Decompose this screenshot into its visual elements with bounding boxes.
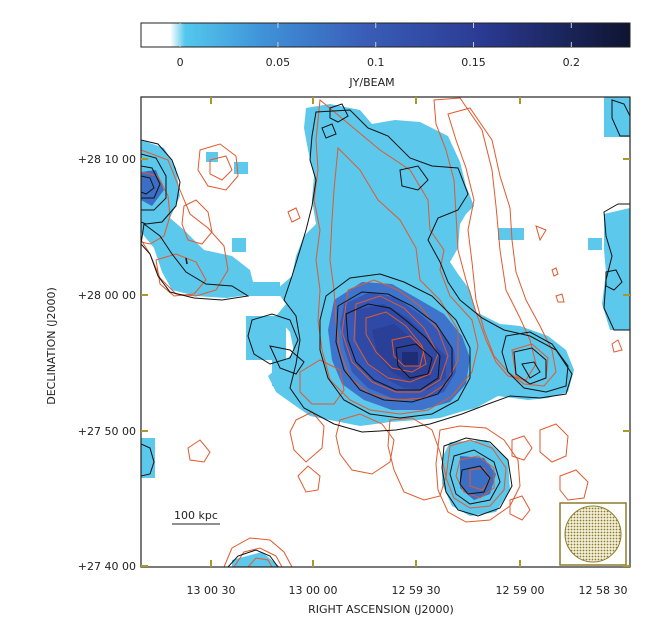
colorbar-tick-label: 0 <box>177 56 184 69</box>
y-tick-label: +28 10 00 <box>78 153 136 166</box>
radio-core <box>141 170 496 500</box>
y-tick-label: +27 50 00 <box>78 425 136 438</box>
x-tick-label: 12 58 30 <box>579 584 628 597</box>
y-tick-label: +27 40 00 <box>78 560 136 573</box>
x-tick-label: 12 59 30 <box>392 584 441 597</box>
colorbar-tick-label: 0.2 <box>563 56 581 69</box>
scalebar-label: 100 kpc <box>174 509 218 522</box>
x-tick-label: 13 00 00 <box>289 584 338 597</box>
map-panel: 100 kpc <box>140 96 631 568</box>
x-axis-title: RIGHT ASCENSION (J2000) <box>308 603 454 616</box>
map-content <box>141 97 630 567</box>
axis-tick-marks <box>141 97 630 567</box>
x-tick-label: 12 59 00 <box>496 584 545 597</box>
colorbar: 0 0.05 0.1 0.15 0.2 JY/BEAM <box>140 22 631 89</box>
colorbar-tick-label: 0.05 <box>266 56 291 69</box>
colorbar-tick-label: 0.1 <box>367 56 385 69</box>
y-axis-title: DECLINATION (J2000) <box>45 287 58 405</box>
scalebar: 100 kpc <box>172 509 220 525</box>
y-tick-label: +28 00 00 <box>78 289 136 302</box>
colorbar-ticks: 0 0.05 0.1 0.15 0.2 <box>177 23 580 69</box>
map-frame <box>140 96 631 568</box>
y-axis: +28 10 00 +28 00 00 +27 50 00 +27 40 00 … <box>45 153 136 573</box>
beam-indicator <box>559 502 627 566</box>
colorbar-tick-label: 0.15 <box>461 56 486 69</box>
x-tick-label: 13 00 30 <box>187 584 236 597</box>
colorbar-label: JY/BEAM <box>348 76 394 89</box>
x-axis: 13 00 30 13 00 00 12 59 30 12 59 00 12 5… <box>187 584 628 616</box>
colorbar-gradient <box>140 22 631 48</box>
radio-contours <box>141 99 630 567</box>
